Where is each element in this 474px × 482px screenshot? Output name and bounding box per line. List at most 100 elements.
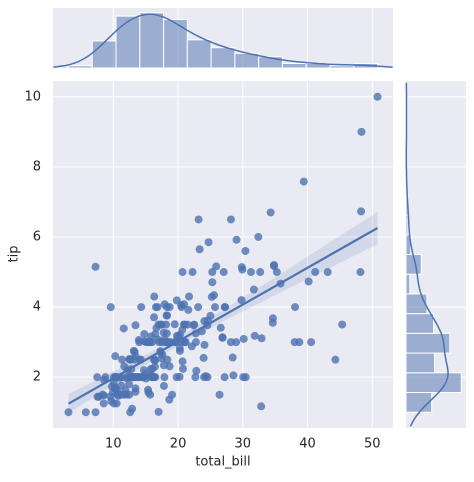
y-tick-label: 6 [33, 229, 41, 244]
point [91, 262, 100, 271]
point [194, 215, 203, 224]
top-hist-bar [258, 56, 283, 69]
point [268, 314, 277, 323]
point [125, 380, 134, 389]
point [151, 330, 160, 339]
x-tick-label: 30 [235, 437, 252, 452]
point [249, 285, 258, 294]
point [137, 303, 146, 312]
point [118, 355, 127, 364]
point [194, 303, 203, 312]
point [178, 357, 187, 366]
point [94, 392, 103, 401]
point [140, 330, 149, 339]
point [304, 277, 313, 286]
point [204, 238, 213, 247]
point [145, 338, 154, 347]
point [254, 232, 263, 241]
point [299, 177, 308, 186]
right-hist-bar [405, 214, 409, 236]
point [154, 407, 163, 416]
point [338, 320, 347, 329]
point [206, 311, 215, 320]
point [165, 395, 174, 404]
point [208, 268, 217, 277]
point [139, 366, 148, 375]
point [93, 373, 102, 382]
point [144, 372, 153, 381]
point [109, 399, 118, 408]
point [175, 344, 184, 353]
point [189, 321, 198, 330]
right-hist-bar [405, 273, 411, 295]
y-axis-label: tip [7, 246, 22, 263]
x-tick-label: 50 [364, 437, 381, 452]
point [130, 355, 139, 364]
point [239, 334, 248, 343]
point [207, 292, 216, 301]
point [200, 373, 209, 382]
point [221, 303, 230, 312]
point [119, 324, 128, 333]
point [179, 320, 188, 329]
point [323, 268, 332, 277]
y-tick-label: 2 [33, 370, 41, 385]
point [165, 303, 174, 312]
point [64, 408, 73, 417]
y-tick-label: 8 [33, 159, 41, 174]
point [162, 320, 171, 329]
point [228, 353, 237, 362]
point [226, 338, 235, 347]
point [185, 292, 194, 301]
point [232, 235, 241, 244]
point [257, 402, 266, 411]
point [291, 303, 300, 312]
right-hist-bar [405, 293, 428, 315]
point [199, 353, 208, 362]
point [178, 268, 187, 277]
top-hist-bar [139, 12, 165, 69]
y-tick-label: 10 [24, 89, 41, 104]
point [220, 373, 229, 382]
point [159, 381, 168, 390]
point [192, 366, 201, 375]
point [162, 329, 171, 338]
x-axis-label: total_bill [195, 455, 250, 470]
point [150, 362, 159, 371]
point [146, 390, 155, 399]
point [216, 323, 225, 332]
point [215, 390, 224, 399]
point [106, 303, 115, 312]
point [188, 268, 197, 277]
point [130, 347, 139, 356]
point [356, 268, 365, 277]
point [208, 278, 217, 287]
point [266, 208, 275, 217]
top-hist-bar [115, 15, 141, 69]
point [272, 268, 281, 277]
point [191, 373, 200, 382]
plot-area [53, 81, 393, 428]
top-hist-bar [67, 65, 93, 69]
point [311, 268, 320, 277]
point [295, 338, 304, 347]
top-hist-bar [91, 40, 117, 69]
top-hist-bar [210, 47, 236, 69]
point [247, 268, 256, 277]
point [151, 303, 160, 312]
point [91, 408, 100, 417]
point [160, 373, 169, 382]
point [250, 331, 259, 340]
point [157, 338, 166, 347]
point [150, 292, 159, 301]
point [187, 342, 196, 351]
point [357, 207, 366, 216]
point [237, 296, 246, 305]
point [178, 364, 187, 373]
point [211, 303, 220, 312]
point [307, 338, 316, 347]
point [226, 215, 235, 224]
point [135, 338, 144, 347]
x-tick-label: 40 [299, 437, 316, 452]
